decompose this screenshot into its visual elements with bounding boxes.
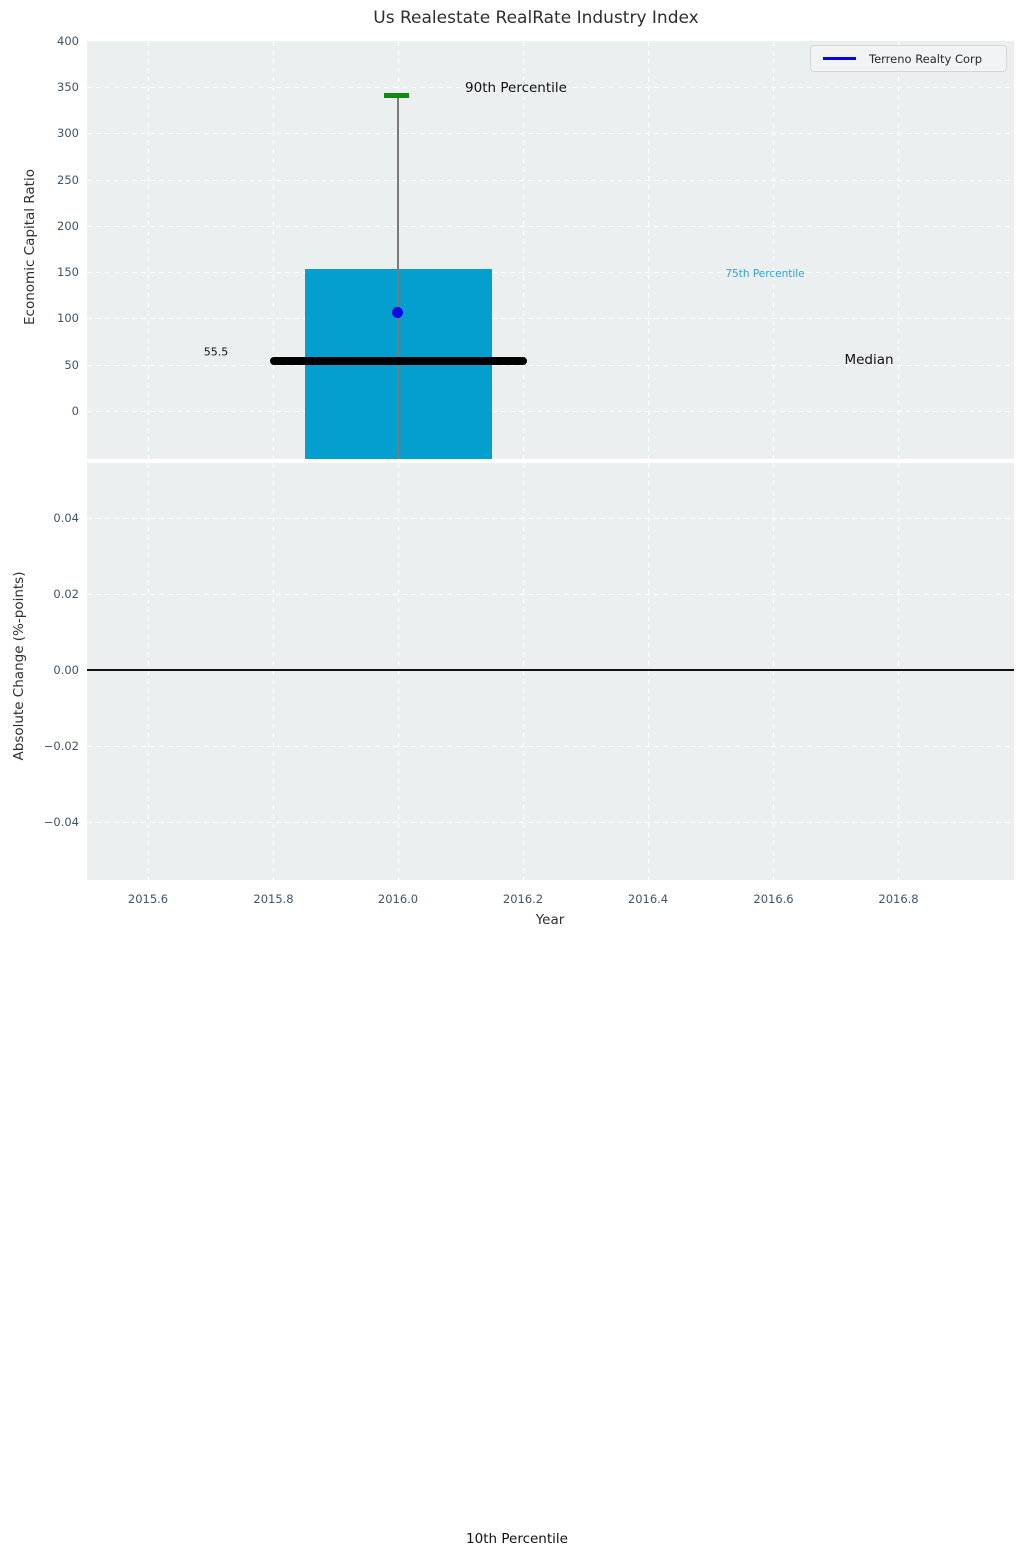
vgridline [773,463,774,880]
legend-line-swatch [823,57,856,60]
ytick-0.02: 0.02 [53,587,79,601]
yaxis-label-bottom: Absolute Change (%-points) [11,571,27,761]
hgridline-0.04 [87,518,1014,519]
zero-reference-line [87,669,1014,671]
vgridline [273,41,274,459]
xaxis-label: Year [535,912,565,928]
hgridline-250 [87,180,1014,181]
legend-series-label: Terreno Realty Corp [869,51,983,66]
hgridline-150 [87,272,1014,273]
xtick-2016.6: 2016.6 [753,892,794,906]
ytick-50: 50 [64,358,79,372]
ytick-400: 400 [57,34,79,48]
ytick-150: 150 [57,265,79,279]
vgridline [273,463,274,880]
hgridline-300 [87,133,1014,134]
hgridline-350 [87,87,1014,88]
hgridline--0.04 [87,822,1014,823]
xtick-2016.4: 2016.4 [627,892,669,906]
annotation-75th-percentile: 75th Percentile [725,268,805,280]
ytick-100: 100 [57,311,79,325]
xtick-2016.2: 2016.2 [502,892,544,906]
axes-economic-capital-ratio [87,41,1014,459]
hgridline-100 [87,318,1014,319]
yaxis-label-top: Economic Capital Ratio [22,169,38,325]
hgridline-200 [87,226,1014,227]
ytick--0.04: −0.04 [43,815,79,829]
annotation-10th-percentile: 10th Percentile [466,1531,568,1547]
p90-whisker-cap [384,93,409,98]
legend: Terreno Realty Corp [810,45,1007,72]
company-data-point [392,307,403,318]
ytick-250: 250 [57,173,79,187]
ytick-0: 0 [71,404,79,418]
ytick-350: 350 [57,80,79,94]
ytick--0.02: −0.02 [43,739,79,753]
median-line [270,357,527,365]
vgridline [648,463,649,880]
vgridline [898,41,899,459]
vgridline [898,463,899,880]
ytick-200: 200 [57,219,79,233]
whisker-line [397,95,399,459]
vgridline [523,463,524,880]
vgridline [398,463,399,880]
vgridline [523,41,524,459]
xtick-2016.8: 2016.8 [878,892,919,906]
ytick-0.04: 0.04 [53,511,79,525]
vgridline [648,41,649,459]
annotation-90th-percentile: 90th Percentile [465,80,567,96]
chart-title: Us Realestate RealRate Industry Index [373,8,699,28]
vgridline [148,463,149,880]
xtick-2015.6: 2015.6 [127,892,169,906]
axes-absolute-change [87,463,1014,880]
vgridline [148,41,149,459]
hgridline-0 [87,411,1014,412]
xtick-2015.8: 2015.8 [253,892,294,906]
hgridline--0.02 [87,746,1014,747]
vgridline [773,41,774,459]
xtick-2016.0: 2016.0 [377,892,419,906]
hgridline-50 [87,365,1014,366]
annotation-median: Median [844,352,894,368]
hgridline-0.02 [87,594,1014,595]
ytick-0.00: 0.00 [53,663,79,677]
annotation-median-value: 55.5 [203,345,229,359]
ytick-300: 300 [57,126,79,140]
